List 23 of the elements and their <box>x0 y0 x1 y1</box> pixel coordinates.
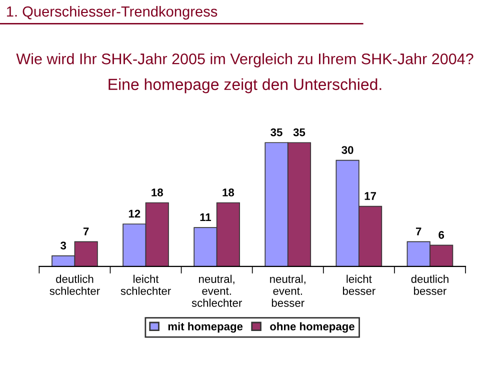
legend-label: ohne homepage <box>270 322 354 333</box>
data-label: 3 <box>60 242 66 250</box>
data-label: 11 <box>200 213 212 222</box>
x-tick-label: leicht besser <box>342 274 376 295</box>
legend-label: mit homepage <box>168 322 243 333</box>
data-label: 12 <box>128 210 140 218</box>
data-label: 18 <box>222 188 234 196</box>
data-label: 30 <box>342 146 354 154</box>
data-label: 17 <box>364 192 376 200</box>
data-label: 35 <box>270 128 282 136</box>
data-label: 35 <box>293 128 306 136</box>
text: 1. Querschiesser-Trendkongress <box>6 6 218 20</box>
chart-subtitle: Eine homepage zeigt den Unterschied. <box>108 78 382 94</box>
data-label: 18 <box>152 188 163 196</box>
data-label: 7 <box>83 228 89 236</box>
x-tick-label: deutlich schlechter <box>50 274 100 295</box>
x-tick-label: neutral, event. besser <box>270 274 306 307</box>
data-label: 6 <box>438 230 444 239</box>
chart-title: Wie wird Ihr SHK-Jahr 2005 im Vergleich zu Ihrem SHK-Jahr 2004? <box>16 53 474 68</box>
x-tick-label: deutlich besser <box>411 274 448 295</box>
x-tick-label: leicht schlechter <box>120 274 171 295</box>
data-label: 7 <box>416 228 422 236</box>
x-tick-label: neutral, event. schlechter <box>192 274 242 307</box>
